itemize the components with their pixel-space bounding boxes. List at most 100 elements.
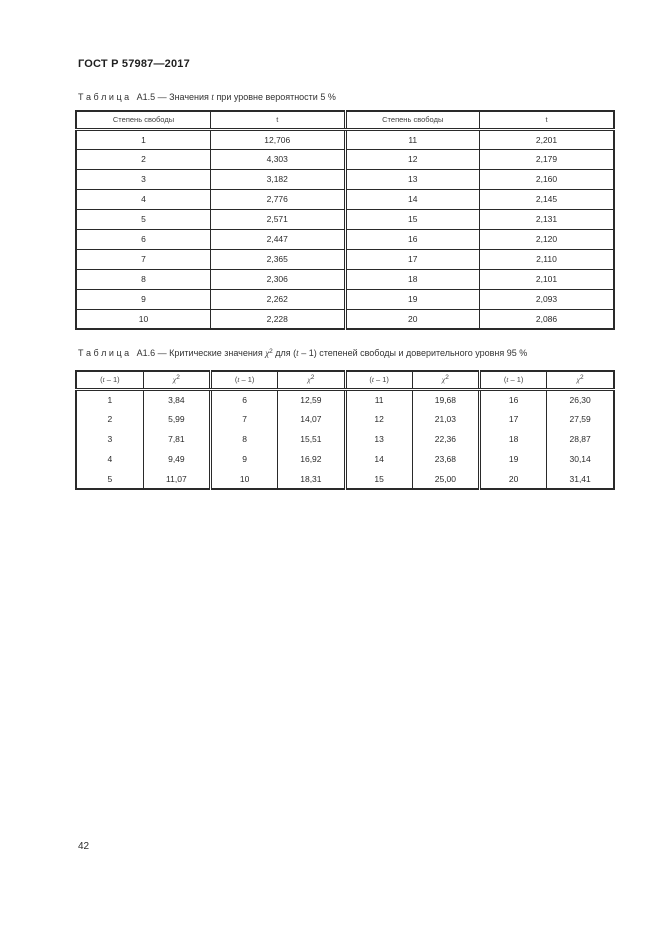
header-text: – 1) bbox=[373, 375, 389, 385]
table-cell: 21,03 bbox=[411, 409, 480, 429]
table-cell: 7 bbox=[76, 248, 211, 269]
table-a15-caption: Т а б л и ц а А1.5 — Значения t при уров… bbox=[78, 92, 336, 102]
table-cell: 15 bbox=[343, 469, 413, 489]
table-cell: 7 bbox=[208, 409, 278, 429]
header-text: – 1) bbox=[104, 375, 120, 385]
table-cell: 2,365 bbox=[210, 248, 345, 269]
table-cell: 16,92 bbox=[277, 449, 345, 469]
caption-text: для ( bbox=[272, 348, 297, 358]
table-row: 4 2,776 14 2,145 bbox=[76, 188, 614, 209]
table-cell: 19,68 bbox=[411, 389, 480, 409]
header-text: ( bbox=[503, 375, 507, 385]
header-variable-t: t bbox=[371, 375, 374, 385]
col-header-df-minus-1: (t – 1) bbox=[76, 371, 144, 391]
table-head: (t – 1) χ2 (t – 1) χ2 (t – 1) χ2 (t – 1)… bbox=[76, 371, 614, 391]
table-cell: 2,179 bbox=[479, 148, 614, 169]
table-cell: 9 bbox=[208, 449, 278, 469]
table-cell: 10 bbox=[208, 469, 278, 489]
chi-symbol: χ bbox=[307, 375, 311, 385]
caption-chi-symbol: χ bbox=[265, 348, 270, 358]
col-header-chi-squared: χ2 bbox=[277, 371, 345, 391]
table-cell: 2,447 bbox=[210, 228, 345, 249]
caption-text: при уровне вероятности 5 % bbox=[213, 92, 336, 102]
table-row: 5 2,571 15 2,131 bbox=[76, 208, 614, 229]
table-cell: 14 bbox=[343, 188, 480, 209]
table-body: 1 12,706 11 2,201 2 4,303 12 2,179 3 3,182 13 2,160… bbox=[76, 128, 614, 329]
table-cell: 16 bbox=[343, 228, 480, 249]
table-cell: 18 bbox=[477, 429, 547, 449]
table-cell: 8 bbox=[208, 429, 278, 449]
table-cell: 10 bbox=[76, 308, 211, 329]
table-head: Степень свободы t Степень свободы t bbox=[76, 111, 614, 131]
standard-number: ГОСТ Р 57987—2017 bbox=[78, 58, 190, 70]
table-cell: 2,262 bbox=[210, 288, 345, 309]
t-values-table: Степень свободы t Степень свободы t 1 12,… bbox=[75, 110, 615, 330]
caption-dash: — bbox=[155, 92, 170, 102]
table-cell: 19 bbox=[477, 449, 547, 469]
table-body: 1 3,84 6 12,59 11 19,68 16 26,30 2 5,99 7 14,07 12 21… bbox=[76, 389, 614, 489]
table-cell: 13 bbox=[343, 168, 480, 189]
header-row: Степень свободы t Степень свободы t bbox=[76, 111, 614, 131]
table-row: 10 2,228 20 2,086 bbox=[76, 308, 614, 329]
table-cell: 9 bbox=[76, 288, 211, 309]
caption-chi-superscript: 2 bbox=[269, 347, 273, 355]
table-cell: 2,110 bbox=[479, 248, 614, 269]
table-cell: 14 bbox=[343, 449, 413, 469]
caption-variable-t: t bbox=[211, 92, 214, 102]
caption-label: Т а б л и ц а А1.5 bbox=[78, 92, 156, 102]
table-cell: 8 bbox=[76, 268, 211, 289]
table-row: 5 11,07 10 18,31 15 25,00 20 31,41 bbox=[76, 469, 614, 489]
table-cell: 12 bbox=[343, 409, 413, 429]
table-cell: 1 bbox=[76, 128, 211, 149]
table-row: 6 2,447 16 2,120 bbox=[76, 228, 614, 249]
table-cell: 23,68 bbox=[411, 449, 480, 469]
table-cell: 4,303 bbox=[210, 148, 345, 169]
chi-symbol: χ bbox=[441, 375, 446, 385]
table-cell: 2,201 bbox=[479, 128, 614, 149]
col-header-chi-squared: χ2 bbox=[546, 371, 614, 391]
col-header-df-minus-1: (t – 1) bbox=[477, 371, 547, 391]
header-text: – 1) bbox=[508, 375, 524, 385]
page-number: 42 bbox=[78, 841, 90, 852]
caption-dash: — bbox=[155, 348, 170, 358]
header-text: ( bbox=[100, 375, 103, 385]
col-header-chi-squared: χ2 bbox=[411, 371, 480, 391]
table-cell: 11 bbox=[343, 389, 413, 409]
table-cell: 2 bbox=[76, 148, 211, 169]
table-cell: 30,14 bbox=[546, 449, 614, 469]
table-cell: 2,306 bbox=[210, 268, 345, 289]
table-row: 9 2,262 19 2,093 bbox=[76, 288, 614, 309]
table-cell: 5 bbox=[107, 473, 113, 484]
table-cell: 2,120 bbox=[479, 228, 614, 249]
table-row: 2 5,99 7 14,07 12 21,03 17 27,59 bbox=[76, 409, 614, 429]
col-header-t: t bbox=[479, 111, 614, 131]
col-header-df-minus-1: (t – 1) bbox=[208, 371, 278, 391]
caption-text: Значения bbox=[169, 92, 212, 102]
table-cell: 20 bbox=[477, 469, 547, 489]
table-cell: 3 bbox=[76, 168, 211, 189]
table-cell: 18,31 bbox=[277, 469, 345, 489]
table-cell: 31,41 bbox=[546, 469, 614, 489]
header-text: ( bbox=[369, 375, 372, 385]
table-cell: 4 bbox=[76, 188, 211, 209]
col-header-t: t bbox=[210, 111, 345, 131]
table-cell: 4 bbox=[107, 454, 113, 464]
table-cell: 2,571 bbox=[210, 208, 345, 229]
table-cell: 6 bbox=[208, 389, 278, 409]
header-variable-t: t bbox=[102, 375, 105, 385]
table-cell: 15 bbox=[343, 208, 480, 229]
header-row: (t – 1) χ2 (t – 1) χ2 (t – 1) χ2 (t – 1)… bbox=[76, 371, 614, 391]
table-cell: 12,59 bbox=[277, 389, 345, 409]
table-cell: 6 bbox=[76, 228, 211, 249]
table-cell: 17 bbox=[477, 409, 547, 429]
table-cell: 12,706 bbox=[210, 128, 345, 149]
table-cell: 17 bbox=[343, 248, 480, 269]
table-cell: 2,160 bbox=[479, 168, 614, 189]
table-cell: 16 bbox=[477, 389, 547, 409]
table-a16-caption: Т а б л и ц а А1.6 — Критические значени… bbox=[78, 347, 527, 359]
table-row: 1 3,84 6 12,59 11 19,68 16 26,30 bbox=[76, 389, 614, 409]
table-cell: 28,87 bbox=[546, 429, 614, 449]
table-cell: 13 bbox=[343, 429, 413, 449]
table-cell: 2,086 bbox=[479, 308, 614, 329]
